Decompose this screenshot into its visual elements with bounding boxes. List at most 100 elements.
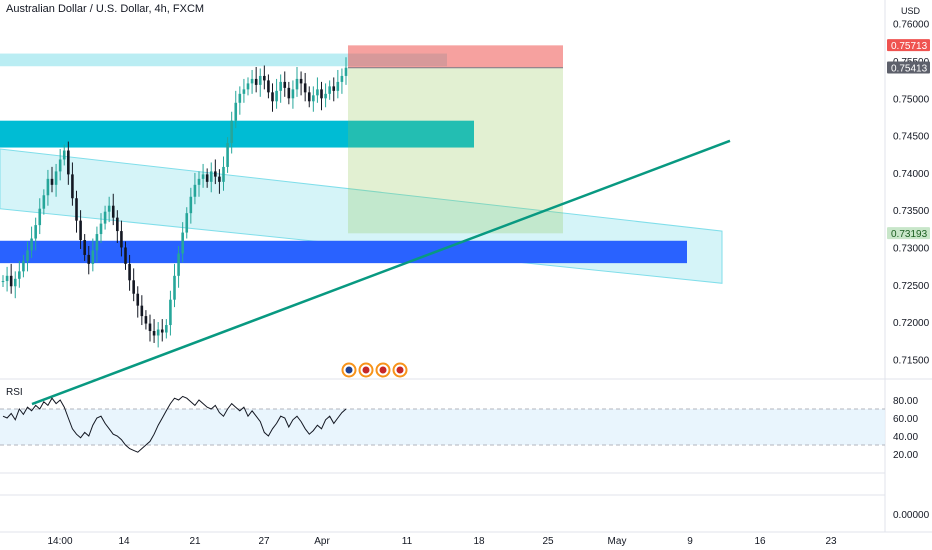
candle-body — [62, 150, 66, 160]
candle-body — [246, 83, 250, 90]
candle-body — [201, 174, 205, 179]
candle-body — [295, 78, 299, 90]
event-flag-dot-icon — [396, 366, 404, 374]
candle-body — [160, 329, 164, 333]
chart-title: Australian Dollar / U.S. Dollar, 4h, FXC… — [6, 3, 205, 15]
candle-body — [209, 171, 213, 182]
zone-1 — [0, 53, 447, 67]
time-axis-tick: 27 — [258, 536, 270, 547]
candle-body — [13, 278, 17, 287]
candle-body — [332, 86, 336, 91]
candle-body — [291, 89, 295, 99]
candle-body — [344, 67, 348, 76]
candle-body — [83, 240, 86, 255]
position-target-area — [348, 67, 563, 234]
candle-body — [46, 178, 50, 196]
candle-body — [238, 93, 242, 103]
candle-body — [103, 211, 107, 224]
candle-body — [1, 281, 5, 283]
time-axis-tick: 11 — [402, 536, 413, 547]
candle-body — [156, 329, 160, 336]
candle-body — [214, 171, 217, 177]
candle-body — [140, 305, 144, 317]
candle-body — [242, 89, 246, 94]
candle-body — [193, 184, 197, 197]
price-label-1: 0.75713 — [891, 41, 928, 52]
candle-body — [22, 260, 25, 272]
candle-body — [38, 208, 42, 226]
price-axis-tick: 0.74500 — [893, 132, 930, 143]
candle-body — [136, 293, 140, 306]
rsi-axis-tick: 40.00 — [893, 432, 918, 443]
rsi-axis-tick: 20.00 — [893, 450, 918, 461]
price-label-box — [887, 39, 930, 52]
candle-body — [320, 89, 323, 99]
candle-body — [42, 195, 46, 209]
candle-body — [336, 81, 340, 91]
candle-body — [9, 275, 13, 287]
candle-body — [307, 92, 311, 102]
candle-body — [91, 250, 95, 264]
position-stop-area — [348, 45, 563, 68]
candle-body — [5, 275, 9, 282]
candle-body — [263, 75, 266, 81]
candle-body — [234, 102, 238, 121]
price-axis-unit: USD — [901, 6, 921, 16]
price-axis-tick: 0.73500 — [893, 206, 930, 217]
price-axis-tick: 0.73000 — [893, 243, 930, 254]
candle-body — [222, 166, 225, 182]
price-label-3: 0.73193 — [891, 229, 928, 240]
candle-body — [87, 254, 91, 264]
candle-body — [324, 93, 327, 99]
zone-3 — [0, 240, 687, 264]
price-label-box — [887, 61, 930, 74]
event-flag-dot-icon — [379, 366, 387, 374]
candle-body — [116, 217, 119, 232]
candle-body — [120, 231, 123, 248]
time-axis-tick: 18 — [473, 536, 485, 547]
event-flag-dot-icon — [362, 366, 370, 374]
time-axis-tick: 16 — [754, 536, 766, 547]
candle-body — [287, 87, 291, 99]
candle-body — [303, 83, 307, 93]
candle-body — [185, 213, 189, 233]
candle-body — [258, 75, 262, 85]
candle-body — [316, 89, 319, 96]
candle-body — [312, 95, 315, 102]
rsi-line — [2, 395, 347, 453]
candle-body — [79, 220, 82, 241]
time-axis-tick: 23 — [825, 536, 837, 547]
candle-body — [181, 232, 184, 254]
rsi-title: RSI — [6, 387, 23, 398]
candle-body — [34, 225, 37, 239]
time-axis-tick: May — [608, 536, 627, 547]
candle-body — [75, 198, 78, 221]
candle-body — [189, 196, 193, 214]
zone-2 — [0, 120, 474, 148]
price-axis-tick: 0.71500 — [893, 355, 930, 366]
candle-body — [54, 171, 58, 185]
candle-body — [26, 250, 29, 261]
candle-body — [205, 174, 209, 182]
candle-body — [250, 78, 254, 84]
uptrend-line — [31, 139, 731, 406]
candle-body — [18, 271, 21, 279]
candle-body — [58, 159, 62, 172]
candle-body — [132, 280, 135, 294]
candle-body — [148, 323, 152, 332]
candle-body — [283, 81, 287, 88]
candle-body — [230, 120, 233, 144]
price-axis-tick: 0.72500 — [893, 281, 930, 292]
candle-body — [169, 299, 172, 326]
time-axis-tick: 14 — [118, 536, 130, 547]
candle-body — [99, 223, 103, 235]
candle-body — [267, 80, 270, 93]
time-axis-tick: Apr — [314, 536, 330, 547]
time-axis-tick: 9 — [687, 536, 693, 547]
candle-body — [107, 205, 111, 212]
candle-body — [95, 234, 99, 251]
candle-body — [279, 81, 282, 91]
rsi-axis-tick: 60.00 — [893, 414, 918, 425]
